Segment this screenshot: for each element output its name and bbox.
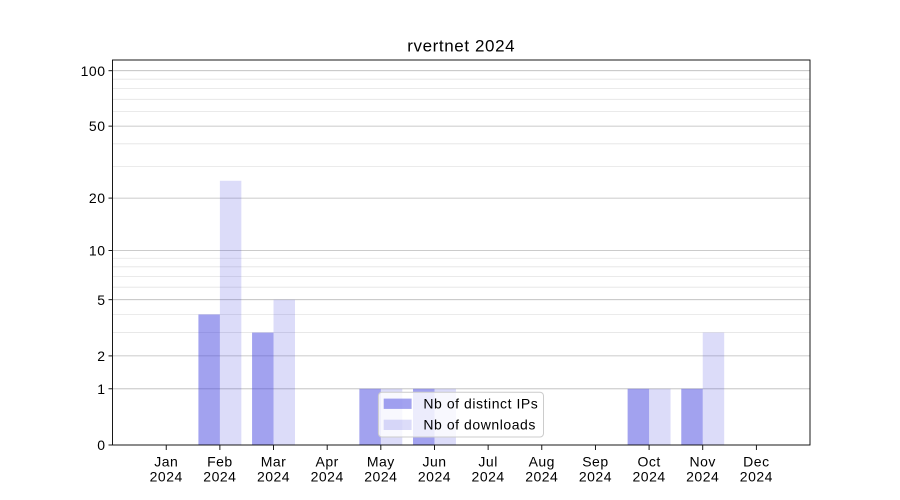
svg-text:100: 100 [81,63,106,79]
svg-text:2024: 2024 [150,469,183,485]
svg-text:Dec: Dec [743,454,769,470]
svg-text:2024: 2024 [311,469,344,485]
svg-text:Oct: Oct [637,454,660,470]
svg-text:Nb of distinct IPs: Nb of distinct IPs [423,396,538,412]
svg-text:May: May [367,454,395,470]
svg-text:2024: 2024 [579,469,612,485]
svg-text:1: 1 [97,381,105,397]
svg-text:Jun: Jun [422,454,446,470]
svg-text:2024: 2024 [257,469,290,485]
svg-text:20: 20 [89,190,106,206]
svg-text:Nb of downloads: Nb of downloads [423,417,536,433]
svg-text:Apr: Apr [316,454,339,470]
svg-text:5: 5 [97,292,105,308]
svg-text:2024: 2024 [686,469,719,485]
svg-text:Mar: Mar [261,454,287,470]
svg-text:2024: 2024 [525,469,558,485]
svg-text:2024: 2024 [740,469,773,485]
svg-text:Nov: Nov [690,454,716,470]
svg-text:2: 2 [97,348,105,364]
svg-text:2024: 2024 [203,469,236,485]
svg-text:2024: 2024 [418,469,451,485]
svg-text:Sep: Sep [582,454,608,470]
svg-text:Jul: Jul [478,454,497,470]
svg-text:50: 50 [89,118,106,134]
svg-text:Jan: Jan [154,454,178,470]
svg-text:rvertnet 2024: rvertnet 2024 [407,37,515,56]
svg-text:2024: 2024 [364,469,397,485]
svg-text:10: 10 [89,243,106,259]
svg-text:Feb: Feb [207,454,233,470]
svg-text:2024: 2024 [472,469,505,485]
svg-text:2024: 2024 [633,469,666,485]
svg-text:Aug: Aug [529,454,555,470]
svg-text:0: 0 [97,437,105,453]
